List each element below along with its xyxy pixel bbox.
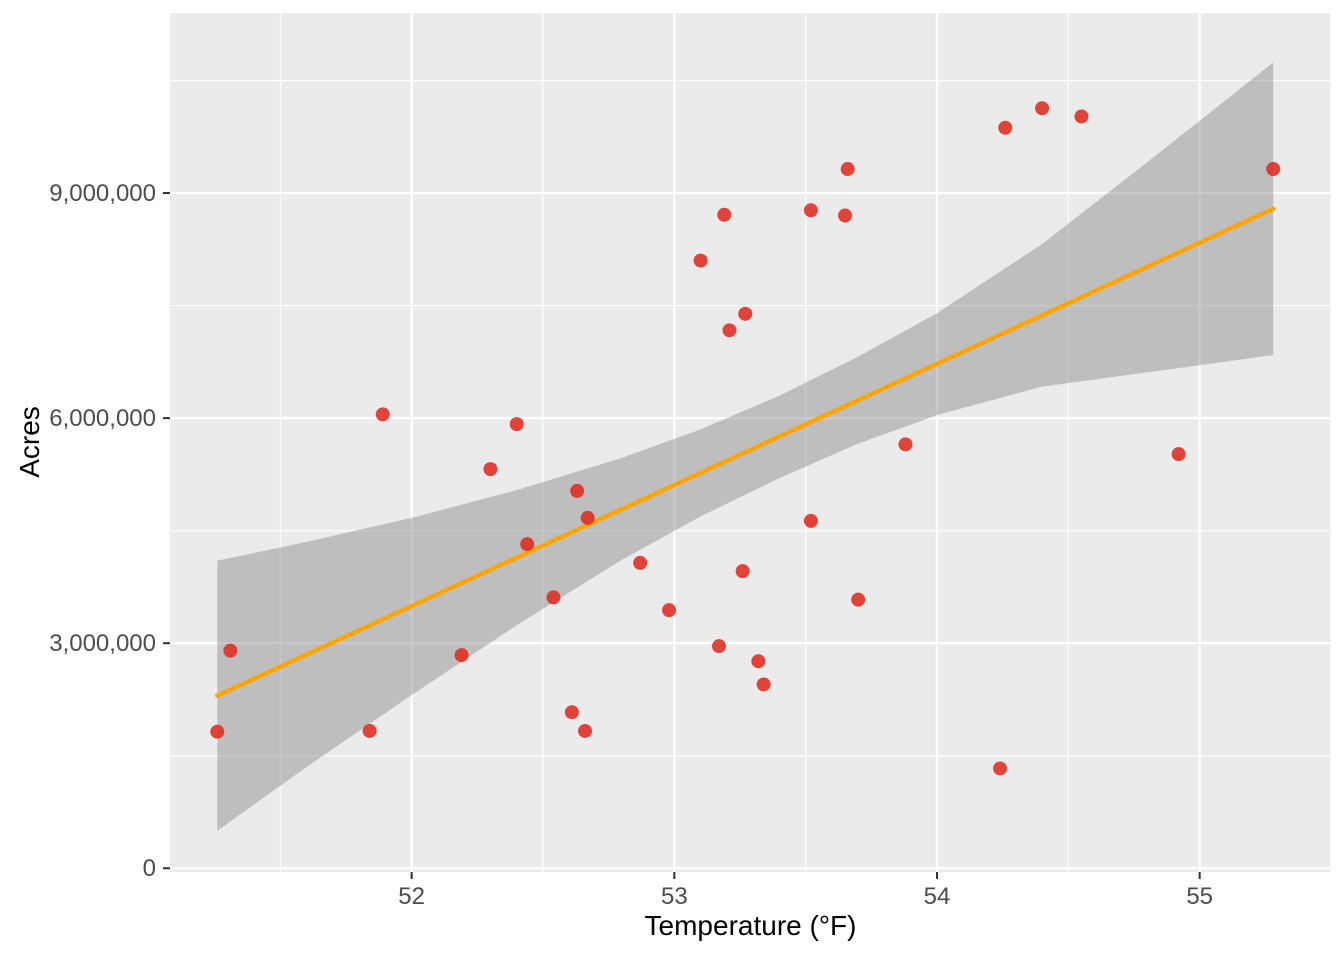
y-tick-label: 3,000,000 xyxy=(49,630,156,657)
y-tick-label: 0 xyxy=(143,855,156,882)
data-point xyxy=(662,603,677,618)
data-point xyxy=(722,323,737,338)
data-point xyxy=(751,654,766,669)
regression-line xyxy=(215,206,1276,698)
y-tick-label: 9,000,000 xyxy=(49,180,156,207)
x-tick-label: 55 xyxy=(1186,883,1213,910)
data-point xyxy=(1171,447,1186,462)
data-point xyxy=(711,639,726,654)
data-point xyxy=(1266,162,1281,177)
data-point xyxy=(993,761,1008,776)
data-point xyxy=(520,537,535,552)
x-tick-label: 54 xyxy=(924,883,951,910)
data-point xyxy=(840,162,855,177)
data-point xyxy=(1035,101,1050,116)
data-point xyxy=(633,555,648,570)
data-point xyxy=(454,648,469,663)
data-point xyxy=(803,513,818,528)
data-point xyxy=(1074,109,1089,124)
data-point xyxy=(564,705,579,720)
data-point xyxy=(898,437,913,452)
x-tick-label: 53 xyxy=(661,883,688,910)
data-point xyxy=(998,120,1013,135)
data-point xyxy=(210,724,225,739)
data-point xyxy=(570,483,585,498)
data-point xyxy=(483,462,498,477)
data-point xyxy=(375,407,390,422)
data-point xyxy=(738,306,753,321)
x-tick-label: 52 xyxy=(398,883,425,910)
data-point xyxy=(717,207,732,222)
x-axis-title: Temperature (°F) xyxy=(644,910,857,941)
data-point xyxy=(546,590,561,605)
y-tick-label: 6,000,000 xyxy=(49,405,156,432)
data-point xyxy=(851,592,866,607)
data-point xyxy=(693,253,708,268)
data-point xyxy=(362,723,377,738)
data-point xyxy=(756,677,771,692)
data-point xyxy=(803,203,818,218)
data-point xyxy=(223,643,238,658)
data-point xyxy=(838,208,853,223)
data-point xyxy=(735,564,750,579)
data-point xyxy=(578,723,593,738)
confidence-band xyxy=(217,62,1274,831)
data-point xyxy=(509,417,524,432)
data-point xyxy=(580,510,595,525)
y-axis-title: Acres xyxy=(14,406,45,478)
